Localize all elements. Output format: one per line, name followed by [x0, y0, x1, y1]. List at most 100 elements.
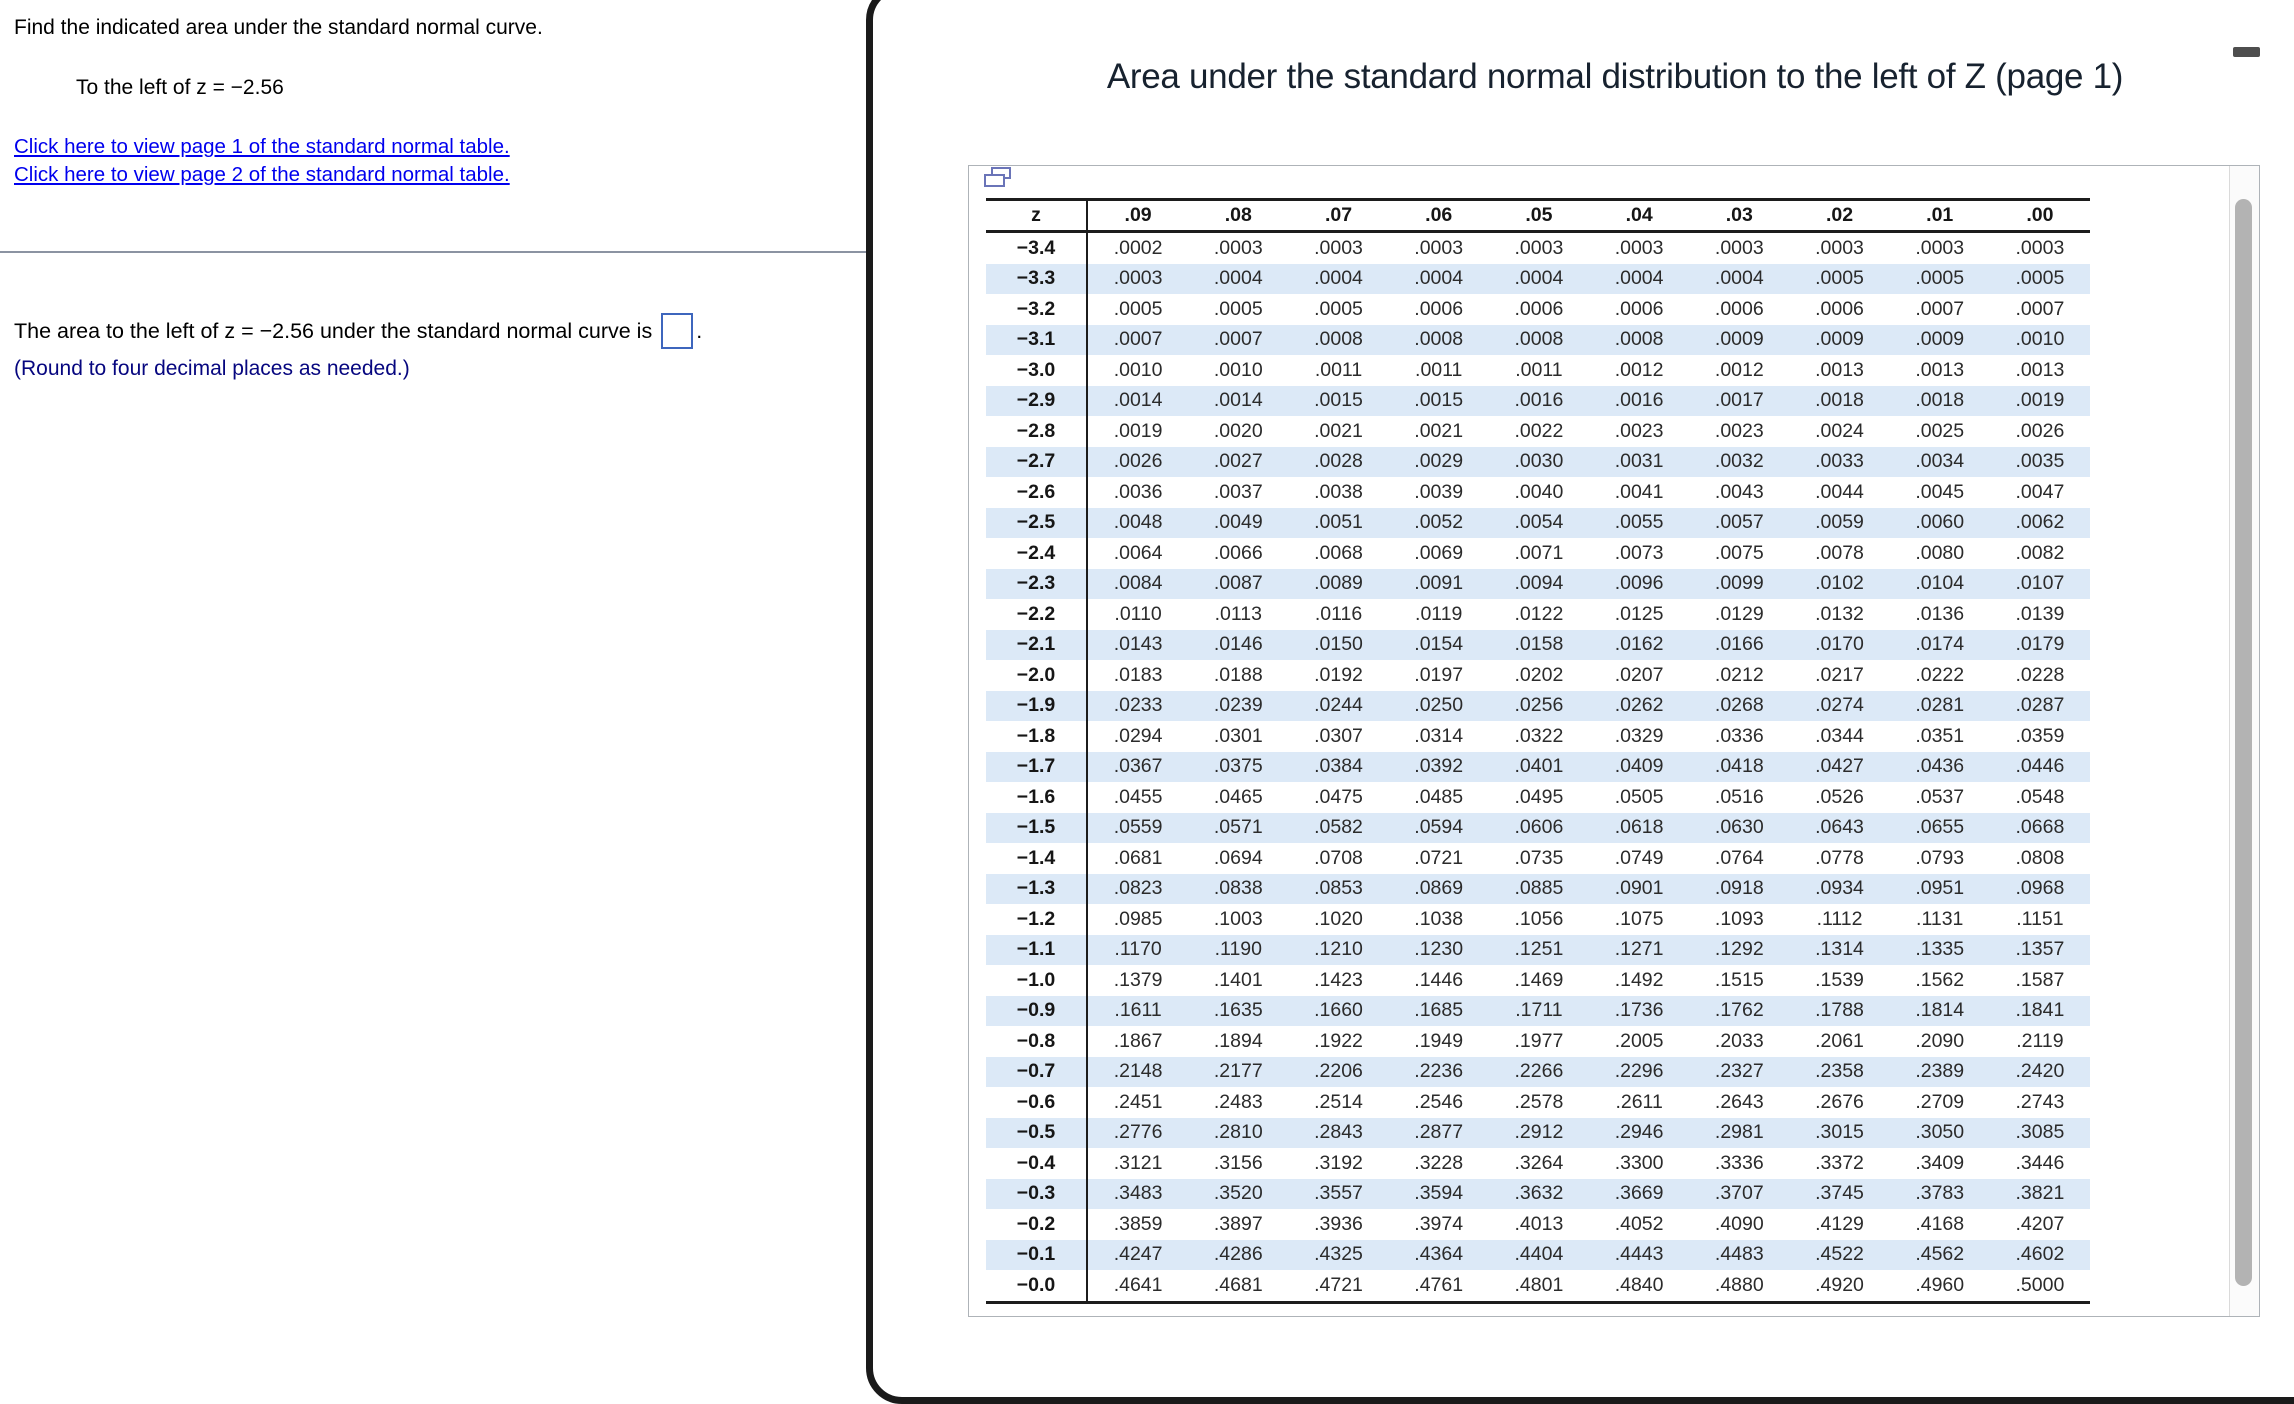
table-row: −2.3 .0084 .0087 .0089 .0091 .0094 .0096 .0099.…: [986, 568, 2090, 599]
z-value: −1.4: [986, 843, 1088, 874]
answer-period: .: [696, 318, 703, 343]
cell-value: .0122: [1514, 602, 1564, 625]
cell-value: .0003: [1113, 267, 1163, 290]
cell-value: .0170: [1815, 633, 1864, 656]
cell-value: .0934: [1815, 877, 1864, 900]
cell-value: .0287: [2015, 694, 2065, 717]
z-value: −2.9: [986, 385, 1088, 416]
link-standard-table-page1[interactable]: Click here to view page 1 of the standar…: [14, 135, 510, 158]
minimize-icon[interactable]: [2233, 47, 2260, 57]
cell-value: .0005: [1915, 267, 1965, 290]
cell-value: .0003: [1314, 236, 1363, 259]
cell-value: .0006: [1714, 297, 1764, 320]
cell-value: .0007: [1213, 328, 1263, 351]
z-value: −2.3: [986, 568, 1088, 599]
link-standard-table-page2[interactable]: Click here to view page 2 of the standar…: [14, 163, 510, 186]
column-header: .01: [1926, 204, 1954, 226]
cell-value: .0301: [1213, 724, 1263, 747]
cell-value: .0465: [1213, 785, 1263, 808]
cell-value: .0045: [1915, 480, 1965, 503]
cell-value: .0082: [2015, 541, 2065, 564]
cell-value: .1151: [2016, 907, 2064, 930]
cell-value: .0052: [1414, 511, 1464, 534]
column-header: .07: [1324, 204, 1353, 226]
cell-value: .0212: [1714, 663, 1764, 686]
cell-value: .3446: [2015, 1151, 2065, 1174]
cell-value: .2643: [1714, 1090, 1764, 1113]
cell-value: .0008: [1614, 328, 1664, 351]
cell-value: .0239: [1213, 694, 1263, 717]
cell-value: .0038: [1314, 480, 1363, 503]
cell-value: .0179: [2015, 633, 2065, 656]
cell-value: .0060: [1915, 511, 1965, 534]
cell-value: .1635: [1213, 999, 1263, 1022]
cell-value: .1251: [1514, 938, 1564, 961]
cell-value: .3264: [1514, 1151, 1564, 1174]
cell-value: .1841: [2015, 999, 2065, 1022]
cell-value: .0359: [2015, 724, 2065, 747]
table-row: −1.5 .0559 .0571 .0582 .0594 .0606 .0618 .0630.…: [986, 812, 2090, 843]
cell-value: .0409: [1614, 755, 1664, 778]
cell-value: .4960: [1915, 1273, 1965, 1296]
restore-window-icon[interactable]: [984, 167, 1014, 189]
answer-input[interactable]: [661, 313, 694, 349]
cell-value: .0307: [1314, 724, 1363, 747]
cell-value: .0951: [1915, 877, 1965, 900]
cell-value: .0116: [1314, 602, 1363, 625]
cell-value: .3783: [1915, 1182, 1965, 1205]
z-value: −2.1: [986, 629, 1088, 660]
cell-value: .0244: [1314, 694, 1363, 717]
cell-value: .3228: [1414, 1151, 1464, 1174]
cell-value: .1190: [1214, 938, 1262, 961]
cell-value: .0594: [1414, 816, 1464, 839]
cell-value: .0329: [1614, 724, 1664, 747]
cell-value: .0054: [1514, 511, 1564, 534]
cell-value: .0041: [1614, 480, 1664, 503]
table-row: −0.4 .3121 .3156 .3192 .3228 .3264 .3300 .3336.…: [986, 1148, 2090, 1179]
z-value: −2.8: [986, 416, 1088, 447]
cell-value: .0154: [1414, 633, 1464, 656]
cell-value: .2810: [1213, 1121, 1263, 1144]
cell-value: .0113: [1214, 602, 1262, 625]
cell-value: .0004: [1514, 267, 1564, 290]
cell-value: .3156: [1213, 1151, 1263, 1174]
cell-value: .0055: [1614, 511, 1664, 534]
column-header: .05: [1525, 204, 1553, 226]
z-value: −1.7: [986, 751, 1088, 782]
z-value: −0.0: [986, 1270, 1088, 1301]
z-value: −0.5: [986, 1117, 1088, 1148]
question-text: Find the indicated area under the standa…: [14, 16, 543, 39]
cell-value: .4247: [1113, 1243, 1163, 1266]
scrollbar-thumb[interactable]: [2235, 199, 2252, 1286]
cell-value: .4364: [1414, 1243, 1464, 1266]
cell-value: .0351: [1915, 724, 1965, 747]
cell-value: .1611: [1114, 999, 1162, 1022]
cell-value: .0217: [1815, 663, 1864, 686]
cell-value: .4207: [2015, 1212, 2065, 1235]
cell-value: .3974: [1414, 1212, 1464, 1235]
table-row: −1.1 .1170 .1190 .1210 .1230 .1251 .1271 .1292.…: [986, 934, 2090, 965]
cell-value: .0034: [1915, 450, 1965, 473]
cell-value: .0853: [1314, 877, 1363, 900]
z-value: −2.2: [986, 599, 1088, 630]
cell-value: .0004: [1314, 267, 1363, 290]
cell-value: .0010: [1213, 358, 1263, 381]
cell-value: .4286: [1213, 1243, 1263, 1266]
table-row: −0.7 .2148 .2177 .2206 .2236 .2266 .2296 .2327.…: [986, 1056, 2090, 1087]
cell-value: .0495: [1514, 785, 1564, 808]
cell-value: .1977: [1514, 1029, 1564, 1052]
scrollbar-track[interactable]: [2229, 166, 2259, 1316]
table-row: −3.0 .0010 .0010 .0011 .0011 .0011 .0012 .0012.…: [986, 355, 2090, 386]
cell-value: .2033: [1714, 1029, 1764, 1052]
table-row: −0.0 .4641 .4681 .4721 .4761 .4801 .4840 .4880.…: [986, 1270, 2090, 1301]
cell-value: .2843: [1314, 1121, 1363, 1144]
cell-value: .4090: [1714, 1212, 1764, 1235]
cell-value: .0885: [1514, 877, 1564, 900]
cell-value: .0028: [1314, 450, 1363, 473]
cell-value: .2743: [2015, 1090, 2065, 1113]
cell-value: .0708: [1314, 846, 1363, 869]
cell-value: .0019: [2015, 389, 2065, 412]
cell-value: .0668: [2015, 816, 2065, 839]
cell-value: .0006: [1514, 297, 1564, 320]
z-value: −3.2: [986, 294, 1088, 325]
